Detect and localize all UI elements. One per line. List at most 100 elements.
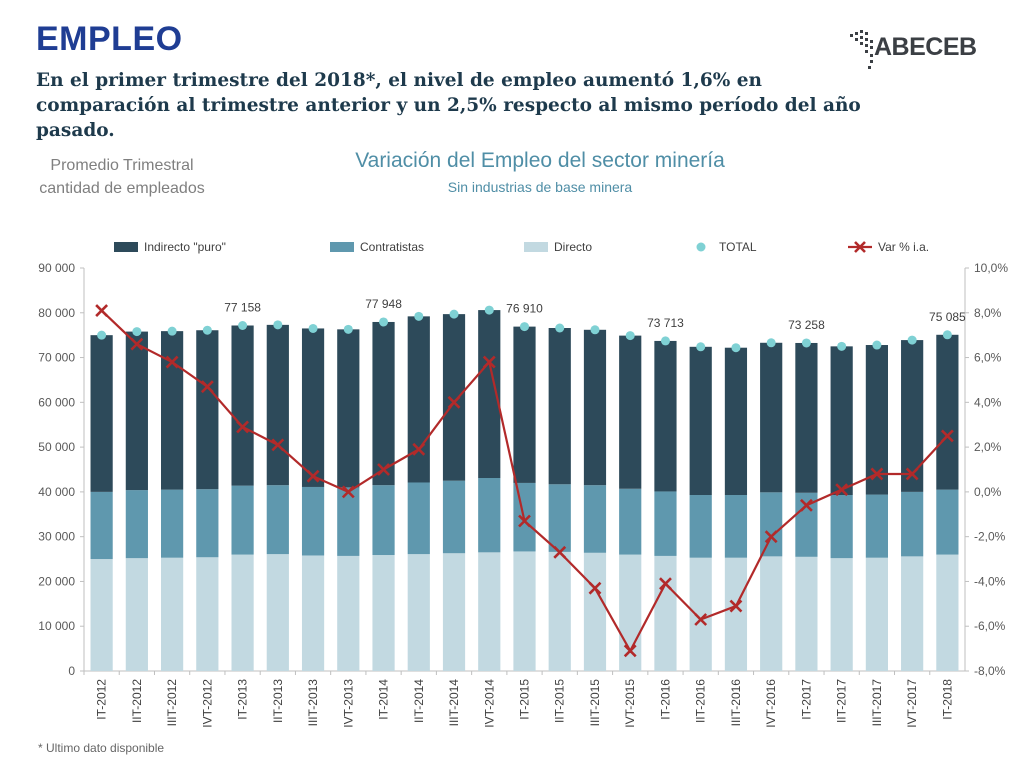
legend-label-directo: Directo xyxy=(554,240,592,254)
page-subtitle: En el primer trimestre del 2018*, el niv… xyxy=(36,70,861,141)
var-point xyxy=(835,483,849,497)
legend-label-indirecto: Indirecto "puro" xyxy=(144,240,226,254)
logo-text: ABECEB xyxy=(874,33,977,61)
footnote: * Ultimo dato disponible xyxy=(38,741,165,755)
y2-tick-label: 4,0% xyxy=(974,395,1002,409)
y2-tick-label: -6,0% xyxy=(974,619,1006,633)
var-point xyxy=(412,442,426,456)
x-tick-label: IVT-2015 xyxy=(623,679,637,728)
x-tick-label: IIT-2015 xyxy=(553,679,567,723)
total-point xyxy=(731,343,741,353)
bar-contratistas xyxy=(337,487,360,556)
x-tick-label: IT-2014 xyxy=(377,679,391,720)
var-point xyxy=(729,599,743,613)
bar-contratistas xyxy=(654,491,677,556)
bar-indirecto xyxy=(865,345,889,495)
chart-title: Variación del Empleo del sector minería xyxy=(355,149,725,172)
bar-contratistas xyxy=(407,482,430,555)
total-point xyxy=(872,340,882,350)
bar-directo xyxy=(90,559,113,671)
total-point xyxy=(167,326,177,336)
bar-indirecto xyxy=(513,326,536,483)
bar-contratistas xyxy=(266,485,289,555)
bar-indirecto xyxy=(407,316,430,483)
bar-contratistas xyxy=(689,495,712,558)
total-point xyxy=(202,325,212,335)
x-tick-label: IT-2015 xyxy=(518,679,532,720)
x-tick-label: IT-2012 xyxy=(95,679,109,720)
total-data-label: 77 948 xyxy=(365,297,402,311)
x-tick-label: IIIT-2014 xyxy=(447,679,461,727)
x-tick-label: IIT-2012 xyxy=(130,679,144,723)
bar-directo xyxy=(125,558,148,671)
y-tick-label: 90 000 xyxy=(38,261,75,275)
var-point xyxy=(623,644,637,658)
bar-contratistas xyxy=(90,491,113,560)
var-point xyxy=(940,429,954,443)
bar-indirecto xyxy=(372,321,395,486)
total-point xyxy=(238,321,248,331)
y-tick-label: 10 000 xyxy=(38,619,75,633)
bar-indirecto xyxy=(90,335,113,492)
bar-indirecto xyxy=(583,329,607,486)
bar-contratistas xyxy=(760,492,783,557)
bar-indirecto xyxy=(160,331,184,490)
bar-directo xyxy=(442,553,466,671)
total-point xyxy=(308,323,318,333)
total-point xyxy=(132,327,142,337)
bar-directo xyxy=(654,555,677,671)
bar-directo xyxy=(760,556,783,671)
bar-directo xyxy=(160,557,184,671)
total-point xyxy=(696,342,706,352)
bar-directo xyxy=(372,555,395,671)
var-point xyxy=(165,355,179,369)
bar-contratistas xyxy=(125,490,148,559)
bar-indirecto xyxy=(442,314,466,481)
x-tick-label: IIIT-2016 xyxy=(729,679,743,727)
bar-directo xyxy=(619,554,642,671)
bar-contratistas xyxy=(196,489,219,558)
bar-directo xyxy=(337,555,360,671)
x-tick-label: IT-2017 xyxy=(799,679,813,720)
bar-indirecto xyxy=(231,325,254,486)
bar-directo xyxy=(196,557,219,671)
var-point xyxy=(482,355,496,369)
total-point xyxy=(766,338,776,348)
total-point xyxy=(414,311,424,321)
x-tick-label: IIIT-2013 xyxy=(306,679,320,727)
var-point xyxy=(236,420,249,434)
x-tick-label: IIIT-2017 xyxy=(870,679,884,727)
x-tick-label: IT-2016 xyxy=(658,679,672,720)
total-data-label: 76 910 xyxy=(506,302,543,316)
var-point xyxy=(447,395,461,409)
bar-indirecto xyxy=(795,342,818,493)
bar-contratistas xyxy=(442,480,466,554)
x-tick-label: IVT-2016 xyxy=(764,679,778,728)
chart-subtitle: Sin industrias de base minera xyxy=(447,179,633,195)
y2-tick-label: 6,0% xyxy=(974,351,1002,365)
bar-directo xyxy=(901,556,924,671)
bar-contratistas xyxy=(865,494,889,558)
bar-contratistas xyxy=(548,484,571,552)
y2-tick-label: 0,0% xyxy=(974,485,1002,499)
y2-tick-label: 10,0% xyxy=(974,261,1008,275)
bar-indirecto xyxy=(901,340,924,492)
var-point xyxy=(518,514,531,528)
total-point xyxy=(97,330,107,340)
total-point xyxy=(449,309,459,319)
bar-directo xyxy=(583,552,607,671)
legend-label-total: TOTAL xyxy=(719,240,757,254)
abeceb-logo-icon xyxy=(850,30,873,69)
y2-tick-label: -4,0% xyxy=(974,574,1006,588)
y-tick-label: 80 000 xyxy=(38,306,75,320)
total-point xyxy=(343,324,353,334)
bar-indirecto xyxy=(337,329,360,488)
bar-directo xyxy=(689,557,712,671)
x-tick-label: IVT-2017 xyxy=(905,679,919,728)
y2-tick-label: -8,0% xyxy=(974,664,1006,678)
bar-contratistas xyxy=(619,488,642,555)
x-tick-label: IVT-2012 xyxy=(200,679,214,728)
legend-swatch-contratistas xyxy=(330,242,354,252)
total-data-label: 73 258 xyxy=(788,318,825,332)
